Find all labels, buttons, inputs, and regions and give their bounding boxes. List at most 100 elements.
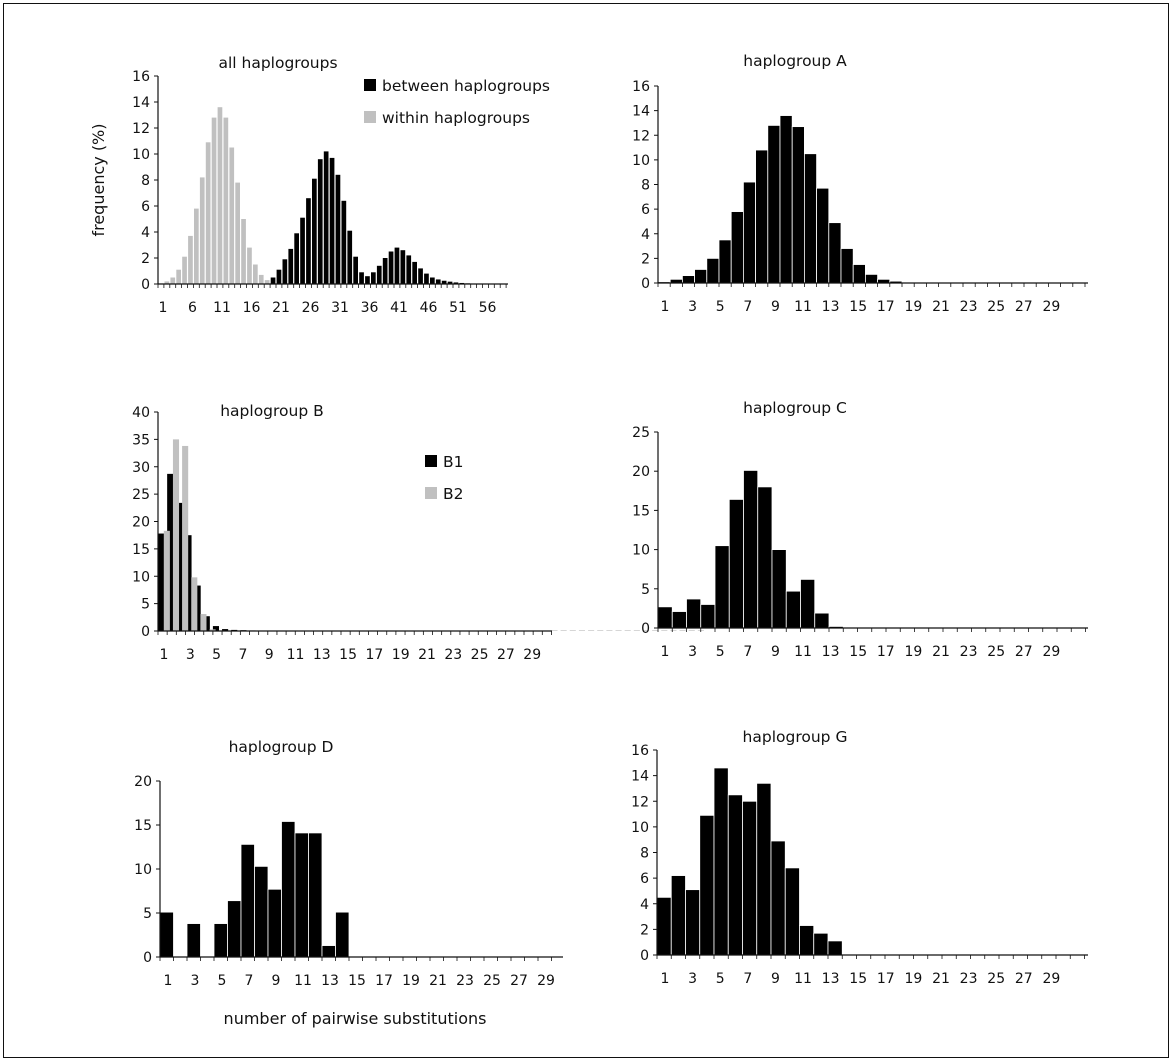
y-tick-label-all-12: 12 bbox=[132, 121, 150, 137]
bar-B-B1-4 bbox=[185, 535, 192, 631]
x-tick-label-A-15: 15 bbox=[849, 299, 867, 315]
y-tick-label-B-30: 30 bbox=[132, 460, 150, 476]
bar-A-9 bbox=[755, 149, 769, 284]
x-tick-label-B-13: 13 bbox=[313, 647, 331, 663]
y-tick-label-C-0: 0 bbox=[641, 621, 650, 637]
bar-B-B1-3 bbox=[176, 502, 183, 631]
bar-G-4 bbox=[699, 814, 715, 956]
y-tick-label-A-16: 16 bbox=[632, 79, 650, 95]
x-tick-label-C-13: 13 bbox=[822, 644, 840, 660]
bar-all-between haplogroups-30 bbox=[329, 157, 335, 284]
bar-all-within haplogroups-12 bbox=[223, 117, 229, 284]
bar-B-B2-3 bbox=[182, 445, 189, 631]
x-tick-label-G-7: 7 bbox=[743, 971, 752, 987]
bar-A-5 bbox=[706, 257, 720, 284]
figure-frame bbox=[3, 3, 1169, 1058]
x-tick-label-all-21: 21 bbox=[272, 300, 290, 316]
bar-A-8 bbox=[743, 181, 757, 284]
bar-all-between haplogroups-20 bbox=[270, 277, 276, 284]
bar-all-between haplogroups-28 bbox=[317, 159, 323, 284]
x-tick-label-B-5: 5 bbox=[212, 647, 221, 663]
x-tick-label-B-9: 9 bbox=[265, 647, 274, 663]
x-tick-label-G-15: 15 bbox=[849, 971, 867, 987]
x-tick-label-C-9: 9 bbox=[771, 644, 780, 660]
y-tick-label-all-10: 10 bbox=[132, 147, 150, 163]
x-tick-label-all-31: 31 bbox=[331, 300, 349, 316]
y-tick-label-all-8: 8 bbox=[141, 173, 150, 189]
bar-B-B1-1 bbox=[158, 533, 165, 631]
bar-all-within haplogroups-13 bbox=[229, 147, 235, 284]
x-tick-label-G-19: 19 bbox=[904, 971, 922, 987]
x-tick-label-D-15: 15 bbox=[348, 973, 366, 989]
x-tick-label-G-13: 13 bbox=[822, 971, 840, 987]
bar-all-between haplogroups-34 bbox=[353, 256, 358, 284]
x-tick-label-C-7: 7 bbox=[743, 644, 752, 660]
bar-C-7 bbox=[743, 470, 759, 629]
x-tick-label-all-1: 1 bbox=[159, 300, 168, 316]
x-tick-label-G-5: 5 bbox=[716, 971, 725, 987]
x-tick-label-A-9: 9 bbox=[771, 299, 780, 315]
y-tick-label-B-25: 25 bbox=[132, 487, 150, 503]
bar-all-within haplogroups-9 bbox=[205, 142, 211, 284]
y-tick-label-C-5: 5 bbox=[641, 582, 650, 598]
bar-B-B1-7 bbox=[212, 626, 219, 631]
x-tick-label-A-27: 27 bbox=[1015, 299, 1033, 315]
chart-title-G: haplogroup G bbox=[743, 728, 848, 746]
bar-C-12 bbox=[814, 612, 830, 629]
x-tick-label-B-1: 1 bbox=[160, 647, 169, 663]
bar-G-3 bbox=[685, 889, 701, 956]
bar-B-B2-1 bbox=[163, 530, 170, 631]
bar-all-between haplogroups-47 bbox=[430, 277, 435, 284]
y-tick-label-all-0: 0 bbox=[141, 277, 150, 293]
x-tick-label-C-5: 5 bbox=[716, 644, 725, 660]
x-tick-label-G-25: 25 bbox=[987, 971, 1005, 987]
bar-G-6 bbox=[727, 794, 743, 956]
y-tick-label-A-12: 12 bbox=[632, 128, 650, 144]
x-tick-label-D-5: 5 bbox=[218, 973, 227, 989]
bar-G-8 bbox=[756, 782, 772, 956]
bar-A-4 bbox=[694, 269, 708, 284]
bar-D-5 bbox=[213, 923, 228, 958]
y-tick-label-all-6: 6 bbox=[141, 199, 150, 215]
bar-B-B2-4 bbox=[191, 577, 198, 631]
bar-C-1 bbox=[657, 606, 673, 629]
bar-D-9 bbox=[267, 888, 282, 958]
chart-title-B: haplogroup B bbox=[220, 402, 324, 420]
bar-C-6 bbox=[728, 499, 744, 629]
x-tick-label-A-29: 29 bbox=[1042, 299, 1060, 315]
y-tick-label-G-16: 16 bbox=[631, 743, 649, 759]
bar-C-10 bbox=[785, 590, 801, 629]
bar-all-between haplogroups-22 bbox=[282, 259, 288, 284]
bar-all-between haplogroups-27 bbox=[312, 178, 317, 284]
x-tick-label-A-5: 5 bbox=[716, 299, 725, 315]
x-tick-label-all-16: 16 bbox=[243, 300, 261, 316]
x-tick-label-A-11: 11 bbox=[794, 299, 812, 315]
y-tick-label-B-10: 10 bbox=[132, 569, 150, 585]
bar-all-within haplogroups-18 bbox=[258, 274, 264, 284]
y-tick-label-A-0: 0 bbox=[641, 276, 650, 292]
bar-all-between haplogroups-29 bbox=[323, 151, 329, 284]
y-tick-label-D-20: 20 bbox=[134, 774, 152, 790]
bar-B-B1-6 bbox=[203, 616, 210, 631]
x-tick-label-D-9: 9 bbox=[272, 973, 281, 989]
x-tick-label-B-21: 21 bbox=[418, 647, 436, 663]
y-tick-label-D-15: 15 bbox=[134, 818, 152, 834]
bar-all-between haplogroups-51 bbox=[453, 282, 459, 284]
y-tick-label-A-8: 8 bbox=[641, 178, 650, 194]
y-tick-label-G-10: 10 bbox=[631, 820, 649, 836]
x-tick-label-D-3: 3 bbox=[191, 973, 200, 989]
bar-A-16 bbox=[840, 248, 854, 284]
bar-all-between haplogroups-50 bbox=[447, 281, 453, 284]
x-tick-label-G-11: 11 bbox=[794, 971, 812, 987]
bar-all-between haplogroups-33 bbox=[347, 230, 353, 284]
x-tick-label-A-19: 19 bbox=[904, 299, 922, 315]
bar-all-between haplogroups-44 bbox=[412, 261, 417, 284]
bar-G-11 bbox=[799, 925, 815, 956]
x-tick-label-C-3: 3 bbox=[688, 644, 697, 660]
bar-D-7 bbox=[240, 843, 255, 958]
y-tick-label-G-12: 12 bbox=[631, 794, 649, 810]
bar-all-within haplogroups-7 bbox=[194, 208, 199, 284]
y-tick-label-B-35: 35 bbox=[132, 432, 150, 448]
y-tick-label-G-2: 2 bbox=[640, 922, 649, 938]
